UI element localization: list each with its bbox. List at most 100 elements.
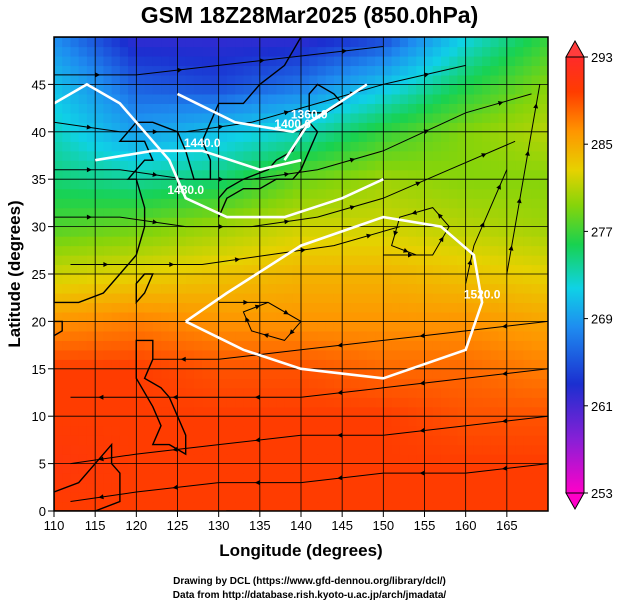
temperature-cell: [482, 93, 491, 104]
temperature-cell: [383, 454, 393, 465]
temperature-cell: [515, 65, 524, 76]
temperature-cell: [506, 198, 516, 209]
temperature-cell: [449, 93, 459, 104]
temperature-cell: [465, 46, 475, 57]
streamline-arrow: [337, 432, 343, 438]
temperature-cell: [268, 321, 277, 332]
temperature-cell: [383, 188, 393, 199]
temperature-cell: [317, 37, 327, 48]
temperature-cell: [235, 444, 244, 455]
temperature-cell: [523, 444, 533, 455]
temperature-cell: [358, 84, 368, 95]
temperature-cell: [251, 425, 261, 436]
temperature-cell: [161, 274, 170, 285]
temperature-cell: [292, 179, 302, 190]
temperature-cell: [128, 131, 137, 142]
temperature-cell: [482, 387, 491, 398]
temperature-cell: [350, 425, 360, 436]
temperature-cell: [498, 55, 508, 67]
temperature-cell: [473, 65, 483, 76]
temperature-cell: [259, 226, 269, 237]
temperature-cell: [383, 302, 393, 313]
temperature-cell: [169, 103, 179, 114]
temperature-cell: [342, 416, 351, 427]
temperature-cell: [515, 359, 524, 370]
temperature-cell: [95, 217, 104, 228]
temperature-cell: [523, 169, 533, 180]
temperature-cell: [506, 217, 516, 228]
temperature-cell: [498, 74, 508, 85]
temperature-cell: [210, 387, 220, 398]
temperature-cell: [317, 473, 327, 484]
temperature-cell: [284, 65, 294, 76]
temperature-cell: [78, 103, 88, 114]
temperature-cell: [539, 179, 548, 190]
temperature-cell: [482, 482, 491, 493]
temperature-cell: [449, 179, 459, 190]
temperature-cell: [268, 131, 277, 142]
temperature-cell: [251, 454, 261, 465]
temperature-cell: [210, 397, 220, 408]
temperature-cell: [408, 425, 417, 436]
temperature-cell: [128, 84, 137, 95]
temperature-cell: [268, 302, 277, 313]
temperature-cell: [218, 387, 228, 398]
temperature-cell: [391, 74, 401, 85]
temperature-cell: [70, 122, 80, 133]
temperature-cell: [152, 122, 162, 133]
temperature-cell: [539, 416, 548, 427]
temperature-cell: [317, 425, 327, 436]
temperature-cell: [226, 65, 236, 76]
temperature-cell: [416, 444, 426, 455]
temperature-cell: [473, 397, 483, 408]
temperature-cell: [490, 387, 500, 398]
temperature-cell: [366, 236, 376, 247]
temperature-cell: [268, 245, 277, 256]
temperature-cell: [416, 473, 426, 484]
temperature-cell: [210, 169, 220, 180]
temperature-cell: [325, 122, 335, 133]
temperature-cell: [309, 302, 319, 313]
temperature-cell: [202, 74, 212, 85]
temperature-cell: [309, 160, 319, 171]
temperature-cell: [193, 311, 203, 322]
temperature-cell: [424, 444, 434, 455]
temperature-cell: [161, 131, 170, 142]
temperature-cell: [449, 55, 459, 67]
temperature-cell: [457, 283, 467, 294]
temperature-cell: [309, 37, 319, 48]
temperature-cell: [62, 160, 72, 171]
temperature-cell: [251, 74, 261, 85]
temperature-cell: [169, 473, 179, 484]
temperature-cell: [284, 74, 294, 85]
temperature-cell: [342, 141, 351, 152]
temperature-cell: [424, 122, 434, 133]
temperature-cell: [391, 435, 401, 446]
temperature-cell: [440, 188, 450, 199]
temperature-cell: [185, 207, 195, 218]
temperature-cell: [103, 378, 113, 389]
temperature-cell: [301, 37, 310, 48]
temperature-cell: [86, 406, 96, 417]
temperature-cell: [301, 93, 310, 104]
temperature-cell: [70, 198, 80, 209]
temperature-cell: [185, 65, 195, 76]
temperature-cell: [309, 245, 319, 256]
temperature-cell: [144, 93, 154, 104]
temperature-cell: [251, 311, 261, 322]
temperature-cell: [391, 93, 401, 104]
temperature-cell: [449, 378, 459, 389]
temperature-cell: [482, 378, 491, 389]
temperature-cell: [523, 131, 533, 142]
temperature-cell: [226, 150, 236, 161]
temperature-cell: [111, 217, 121, 228]
temperature-cell: [103, 397, 113, 408]
temperature-cell: [161, 463, 170, 474]
temperature-cell: [506, 188, 516, 199]
temperature-cell: [169, 93, 179, 104]
temperature-cell: [490, 435, 500, 446]
temperature-cell: [226, 425, 236, 436]
temperature-cell: [506, 131, 516, 142]
temperature-cell: [62, 444, 72, 455]
temperature-cell: [350, 226, 360, 237]
